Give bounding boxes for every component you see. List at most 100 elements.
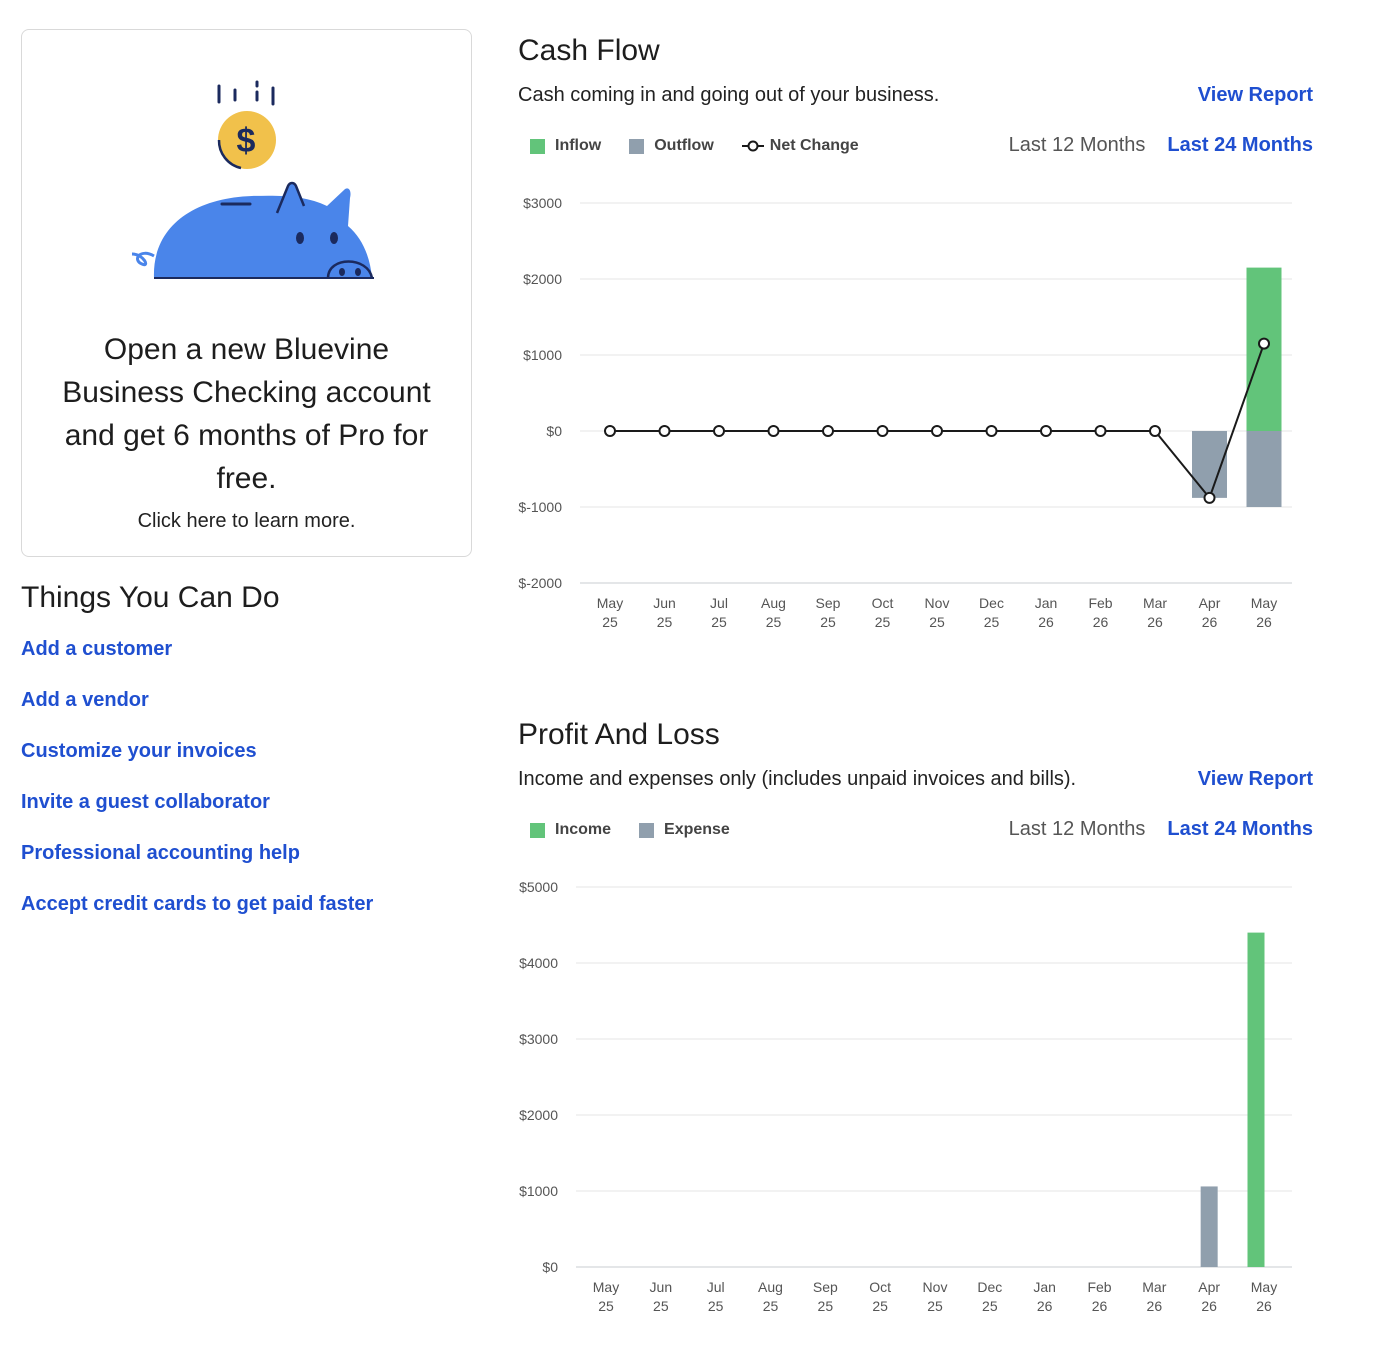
y-tick-label: $4000 [519, 955, 558, 971]
add-customer-link[interactable]: Add a customer [21, 638, 173, 660]
y-tick-label: $5000 [519, 879, 558, 895]
profit-and-loss-section: Profit And Loss Income and expenses only… [518, 715, 1313, 1325]
net-change-point [876, 425, 889, 437]
net-change-point [713, 425, 725, 437]
things-you-can-do-title: Things You Can Do [21, 581, 280, 614]
invite-guest-collaborator-link[interactable]: Invite a guest collaborator [21, 791, 270, 813]
bar-outflow [1246, 431, 1282, 507]
accept-credit-cards-link[interactable]: Accept credit cards to get paid faster [21, 893, 374, 915]
x-tick-label: 26 [1147, 1298, 1163, 1314]
net-change-point [1203, 491, 1216, 504]
x-tick-label: 25 [657, 614, 673, 630]
promo-headline: Open a new Bluevine Business Checking ac… [62, 333, 431, 495]
net-change-point [604, 425, 616, 437]
net-change-point [1258, 337, 1270, 350]
outflow-swatch [629, 138, 645, 154]
x-tick-label: 25 [711, 614, 727, 630]
net-change-point [1094, 425, 1107, 437]
x-tick-label: Sep [816, 595, 841, 611]
x-tick-label: Apr [1198, 1279, 1220, 1295]
y-tick-label: $2000 [519, 1107, 558, 1123]
y-tick-label: $3000 [519, 1031, 558, 1047]
profit-and-loss-view-report-link[interactable]: View Report [1197, 768, 1313, 790]
x-tick-label: 25 [872, 1298, 888, 1314]
piggy-bank-illustration: $ [131, 80, 374, 279]
x-tick-label: 25 [982, 1298, 998, 1314]
x-tick-label: 26 [1093, 614, 1109, 630]
legend-inflow[interactable]: Inflow [530, 137, 601, 155]
customize-invoices-link[interactable]: Customize your invoices [21, 740, 257, 762]
x-tick-label: 26 [1147, 614, 1163, 630]
cash-flow-range-12-months[interactable]: Last 12 Months [1008, 134, 1146, 156]
legend-outflow-label: Outflow [654, 137, 714, 154]
income-swatch [530, 822, 545, 838]
pnl-range-24-months[interactable]: Last 24 Months [1167, 818, 1313, 840]
net-change-point [767, 425, 780, 437]
x-tick-label: Oct [872, 595, 894, 611]
x-tick-label: Sep [813, 1279, 838, 1295]
x-tick-label: Aug [758, 1279, 783, 1295]
cash-flow-range-24-months[interactable]: Last 24 Months [1167, 134, 1313, 156]
profit-and-loss-title: Profit And Loss [518, 718, 720, 751]
add-vendor-link[interactable]: Add a vendor [21, 689, 149, 711]
cash-flow-description: Cash coming in and going out of your bus… [518, 84, 940, 106]
legend-expense[interactable]: Expense [639, 821, 730, 839]
x-tick-label: Feb [1088, 595, 1112, 611]
y-tick-label: $1000 [523, 347, 562, 363]
x-tick-label: Nov [925, 595, 950, 611]
cash-flow-chart: $3000 $2000 $1000 $0 $-1000 $-2000 May 25 Jun 25 J… [518, 195, 1292, 630]
x-tick-label: Mar [1142, 1279, 1166, 1295]
legend-income-label: Income [555, 821, 612, 838]
promo-card[interactable]: $ Open a new Bluevine Business Checking … [21, 29, 472, 557]
x-tick-label: 25 [984, 614, 1000, 630]
x-tick-label: 25 [927, 1298, 943, 1314]
net-change-point [931, 425, 943, 437]
x-tick-label: Jul [710, 595, 728, 611]
net-change-line-icon [741, 140, 764, 152]
x-tick-label: Dec [977, 1279, 1002, 1295]
falling-lines-icon [217, 80, 275, 106]
x-tick-label: Jan [1035, 595, 1058, 611]
dollar-coin-icon: $ [217, 111, 276, 170]
legend-inflow-label: Inflow [555, 137, 602, 154]
x-tick-label: May [593, 1279, 619, 1295]
cash-flow-view-report-link[interactable]: View Report [1197, 84, 1313, 106]
x-tick-label: 26 [1256, 614, 1272, 630]
x-tick-label: 25 [875, 614, 891, 630]
x-tick-label: Mar [1143, 595, 1167, 611]
svg-text:$: $ [237, 122, 256, 160]
legend-outflow[interactable]: Outflow [629, 137, 714, 155]
cash-flow-range-toggles: Last 12 Months Last 24 Months [1009, 134, 1313, 157]
x-tick-label: Jan [1033, 1279, 1056, 1295]
x-tick-label: 25 [763, 1298, 779, 1314]
x-tick-label: 25 [820, 614, 836, 630]
x-tick-label: Jun [650, 1279, 673, 1295]
legend-expense-label: Expense [664, 821, 730, 838]
legend-net-change[interactable]: Net Change [741, 137, 859, 155]
x-tick-label: Feb [1087, 1279, 1111, 1295]
profit-and-loss-range-toggles: Last 12 Months Last 24 Months [1009, 818, 1313, 841]
promo-learn-more[interactable]: Click here to learn more. [137, 510, 356, 532]
x-tick-label: 25 [766, 614, 782, 630]
x-tick-label: Jun [653, 595, 676, 611]
y-tick-label: $0 [546, 423, 562, 439]
bar-income [1247, 932, 1265, 1267]
pnl-range-12-months[interactable]: Last 12 Months [1008, 818, 1146, 840]
x-tick-label: Apr [1199, 595, 1221, 611]
x-tick-label: Dec [979, 595, 1004, 611]
profit-and-loss-chart: $5000 $4000 $3000 $2000 $1000 $0 May 25 Jun 25 Jul… [519, 879, 1292, 1314]
inflow-swatch [530, 138, 545, 154]
profit-and-loss-description: Income and expenses only (includes unpai… [518, 768, 1077, 790]
x-tick-label: 26 [1202, 614, 1218, 630]
piggy-bank-icon [131, 181, 374, 279]
y-tick-label: $2000 [523, 271, 562, 287]
legend-income[interactable]: Income [530, 821, 611, 839]
x-tick-label: 25 [929, 614, 945, 630]
net-change-point [822, 425, 834, 437]
x-tick-label: 25 [818, 1298, 834, 1314]
x-tick-label: 25 [602, 614, 618, 630]
professional-accounting-help-link[interactable]: Professional accounting help [21, 842, 300, 864]
x-tick-label: May [597, 595, 623, 611]
net-change-point [985, 425, 998, 437]
x-tick-label: Jul [707, 1279, 725, 1295]
